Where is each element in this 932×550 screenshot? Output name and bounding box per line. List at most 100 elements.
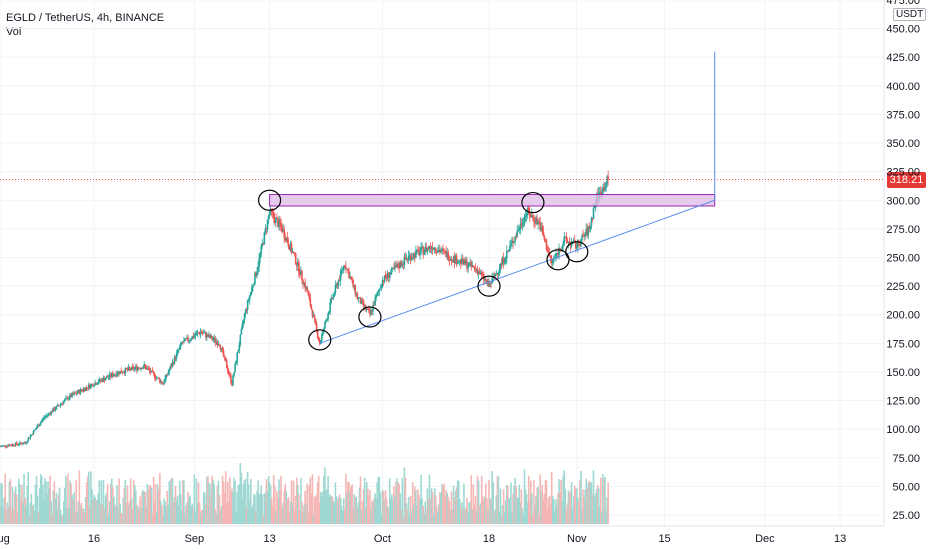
volume-bar — [97, 493, 100, 524]
candle-body — [209, 334, 211, 338]
candle-body — [382, 280, 385, 282]
candle-body — [516, 230, 519, 237]
price-tick-label: 50.00 — [892, 481, 920, 493]
candle-body — [37, 425, 40, 427]
volume-bar — [47, 481, 49, 524]
candle-body — [522, 223, 525, 225]
candle-body — [354, 285, 357, 295]
volume-bar — [233, 477, 235, 524]
volume-bar — [266, 490, 269, 524]
candle-body — [143, 364, 145, 368]
volume-bar — [471, 509, 474, 524]
volume-bar — [297, 484, 299, 524]
candle-body — [304, 282, 306, 289]
volume-bar — [511, 513, 513, 524]
candle-body — [38, 424, 41, 427]
candle-body — [164, 378, 166, 383]
volume-bar — [268, 482, 271, 524]
volume-bar — [571, 508, 574, 524]
candle-body — [540, 226, 543, 231]
volume-bar — [238, 484, 241, 524]
candle-body — [443, 249, 445, 251]
volume-bar — [31, 506, 34, 524]
volume-bar — [23, 473, 25, 524]
volume-bar — [495, 495, 498, 524]
candle-body — [216, 341, 219, 346]
volume-bar — [136, 504, 138, 524]
candle-body — [183, 340, 185, 343]
volume-bar — [79, 505, 82, 524]
candle-body — [306, 287, 309, 292]
price-tick-label: 375.00 — [886, 109, 920, 121]
candle-body — [1, 445, 3, 447]
volume-bar — [281, 507, 283, 524]
candle-body — [53, 408, 56, 411]
price-tick-label: 225.00 — [886, 281, 920, 293]
volume-bar — [411, 481, 414, 524]
candle-body — [329, 302, 331, 312]
currency-label[interactable]: USDT — [893, 8, 927, 21]
candle-body — [351, 279, 353, 281]
candle-body — [408, 255, 411, 257]
volume-bar — [50, 501, 53, 524]
candle-body — [96, 383, 98, 385]
volume-bar — [91, 488, 93, 524]
volume-bar — [572, 496, 575, 524]
volume-bar — [27, 471, 30, 524]
candle-body — [404, 256, 407, 260]
candle-body — [55, 406, 58, 410]
volume-bar — [537, 486, 539, 524]
candle-body — [254, 272, 256, 285]
volume-bar — [575, 488, 578, 524]
candle-body — [566, 240, 569, 243]
volume-bar — [309, 477, 312, 524]
volume-bar — [96, 499, 98, 524]
volume-bar — [66, 508, 68, 524]
volume-bar — [494, 509, 497, 524]
volume-bar — [228, 501, 230, 524]
candle-body — [91, 384, 93, 385]
volume-bar — [514, 477, 516, 524]
candle-body — [490, 282, 492, 284]
volume-bar — [347, 481, 349, 524]
volume-bar — [570, 482, 573, 524]
volume-bar — [292, 480, 295, 524]
candle-body — [365, 309, 368, 310]
candle-body — [312, 315, 315, 317]
volume-bar — [242, 483, 245, 524]
volume-bar — [304, 490, 306, 524]
candle-body — [505, 251, 508, 259]
candle-body — [282, 229, 284, 232]
volume-bar — [259, 493, 261, 524]
candle-body — [120, 370, 123, 373]
candle-body — [103, 377, 106, 381]
candle-body — [200, 331, 203, 334]
candle-body — [12, 444, 15, 446]
volume-bar — [432, 514, 435, 524]
volume-bar — [298, 494, 300, 524]
volume-bar — [393, 486, 395, 524]
candle-body — [29, 435, 32, 439]
candle-body — [151, 370, 154, 372]
candle-body — [219, 345, 222, 350]
candle-body — [82, 388, 85, 391]
volume-bar — [107, 513, 110, 524]
volume-bar — [388, 478, 391, 524]
volume-bar — [438, 504, 440, 524]
candle-body — [551, 260, 554, 264]
volume-bar — [187, 491, 189, 524]
volume-bar — [133, 484, 136, 524]
volume-bar — [569, 490, 572, 524]
volume-bar — [329, 494, 331, 524]
volume-bar — [385, 498, 388, 524]
candle-body — [191, 336, 194, 340]
volume-bar — [7, 506, 10, 524]
volume-bar — [585, 478, 587, 524]
volume-bar — [324, 467, 326, 524]
candle-body — [605, 184, 607, 189]
volume-bar — [241, 498, 244, 524]
volume-bar — [484, 496, 486, 524]
volume-bar — [451, 509, 454, 524]
candle-body — [220, 347, 223, 350]
